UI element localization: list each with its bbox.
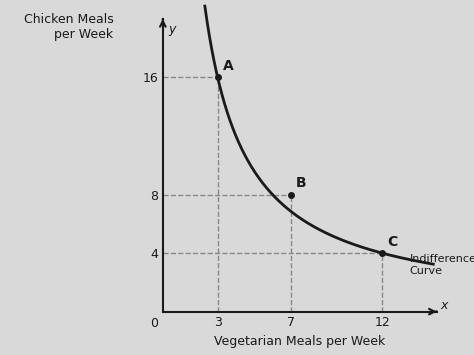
Text: C: C [388,235,398,249]
Text: Indifference
Curve: Indifference Curve [410,254,474,275]
X-axis label: Vegetarian Meals per Week: Vegetarian Meals per Week [214,335,385,348]
Text: B: B [296,176,307,190]
Y-axis label: Chicken Meals
per Week: Chicken Meals per Week [24,13,113,41]
Text: 0: 0 [150,317,158,330]
Text: A: A [223,59,234,73]
Text: y: y [168,23,176,36]
Text: x: x [440,299,448,312]
